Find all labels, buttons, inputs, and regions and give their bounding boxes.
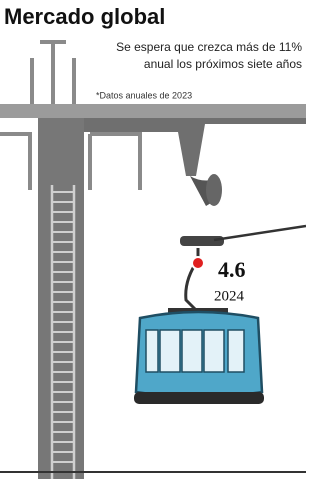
tower-illustration <box>0 40 306 479</box>
subtitle-line: Se espera que crezca más de 11% <box>116 40 302 54</box>
year-label: 2024 <box>214 288 245 304</box>
value-label: 4.6 <box>218 257 246 282</box>
infographic: Mercado global Se espera que crezca más … <box>0 0 306 479</box>
title: Mercado global <box>4 4 165 29</box>
subtitle-line: anual los próximos siete años <box>144 57 302 71</box>
note: *Datos anuales de 2023 <box>96 90 192 100</box>
